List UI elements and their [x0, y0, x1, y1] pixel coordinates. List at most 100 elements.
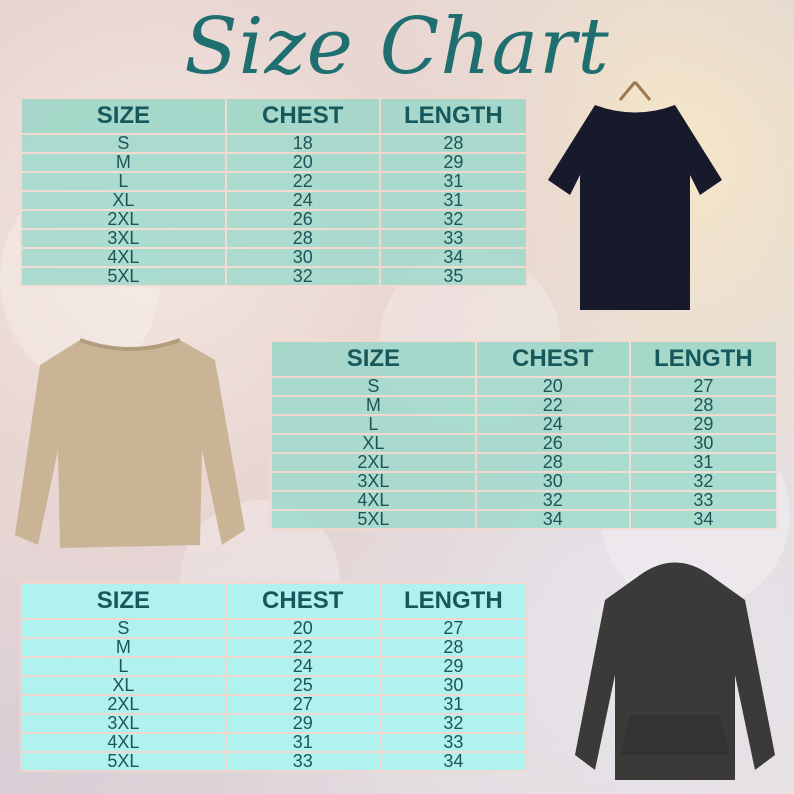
table-cell: 34	[380, 752, 526, 770]
table-row: L 22 31	[22, 172, 526, 190]
table-row: 5XL 32 35	[22, 267, 526, 285]
header-row: SIZE CHEST LENGTH	[22, 99, 526, 133]
table-cell: 29	[226, 714, 379, 732]
table-row: 2XL 26 32	[22, 210, 526, 228]
table-cell: 33	[380, 229, 526, 247]
table-cell: 5XL	[22, 752, 225, 770]
table-row: 3XL 30 32	[272, 472, 776, 490]
column-header: CHEST	[226, 99, 379, 133]
table-cell: 18	[226, 134, 379, 152]
table-row: 5XL 34 34	[272, 510, 776, 528]
table-cell: 28	[380, 134, 526, 152]
table-cell: 4XL	[272, 491, 475, 509]
table-cell: 30	[380, 676, 526, 694]
column-header: CHEST	[476, 342, 629, 376]
table-cell: L	[272, 415, 475, 433]
table-cell: S	[272, 377, 475, 395]
table-cell: 33	[380, 733, 526, 751]
table-row: M 22 28	[272, 396, 776, 414]
table-cell: 25	[226, 676, 379, 694]
table-cell: 29	[380, 153, 526, 171]
table-cell: S	[22, 134, 225, 152]
table-cell: 31	[380, 191, 526, 209]
table-row: 3XL 28 33	[22, 229, 526, 247]
table-cell: 4XL	[22, 733, 225, 751]
table-cell: 3XL	[22, 229, 225, 247]
table-cell: 29	[380, 657, 526, 675]
table-cell: 32	[226, 267, 379, 285]
table-cell: 31	[630, 453, 776, 471]
table-row: S 20 27	[272, 377, 776, 395]
table-row: L 24 29	[272, 415, 776, 433]
table-cell: XL	[22, 676, 225, 694]
table-row: 5XL 33 34	[22, 752, 526, 770]
table-cell: 20	[226, 619, 379, 637]
table-cell: 28	[380, 638, 526, 656]
column-header: SIZE	[272, 342, 475, 376]
table-cell: 30	[476, 472, 629, 490]
table-cell: 22	[226, 638, 379, 656]
table-cell: 3XL	[272, 472, 475, 490]
table-row: M 22 28	[22, 638, 526, 656]
table-cell: S	[22, 619, 225, 637]
table-cell: 30	[630, 434, 776, 452]
table-cell: 28	[476, 453, 629, 471]
table-row: S 20 27	[22, 619, 526, 637]
table-cell: 28	[226, 229, 379, 247]
table-cell: 31	[380, 695, 526, 713]
table-row: 4XL 32 33	[272, 491, 776, 509]
header-row: SIZE CHEST LENGTH	[272, 342, 776, 376]
table-cell: 33	[630, 491, 776, 509]
table-cell: 4XL	[22, 248, 225, 266]
table-cell: 26	[226, 210, 379, 228]
table-row: XL 24 31	[22, 191, 526, 209]
column-header: CHEST	[226, 584, 379, 618]
table-row: M 20 29	[22, 153, 526, 171]
table-cell: 35	[380, 267, 526, 285]
table-cell: 27	[380, 619, 526, 637]
size-table-hoodie: SIZE CHEST LENGTH S 20 27 M 22 28 L 24 29 XL 25 30 2XL 2…	[20, 582, 528, 772]
table-cell: 32	[476, 491, 629, 509]
table-cell: 2XL	[22, 695, 225, 713]
column-header: SIZE	[22, 99, 225, 133]
size-table-sweatshirt: SIZE CHEST LENGTH S 20 27 M 22 28 L 24 29 XL 26 30 2XL 2…	[270, 340, 778, 530]
sweatshirt-image	[15, 338, 245, 548]
page-title: Size Chart	[184, 2, 610, 92]
table-cell: 24	[226, 657, 379, 675]
size-table-tshirt: SIZE CHEST LENGTH S 18 28 M 20 29 L 22 31 XL 24 31 2XL 2…	[20, 97, 528, 287]
table-row: 2XL 27 31	[22, 695, 526, 713]
column-header: LENGTH	[380, 99, 526, 133]
table-cell: 31	[226, 733, 379, 751]
table-cell: 24	[226, 191, 379, 209]
table-cell: 32	[380, 210, 526, 228]
table-cell: XL	[22, 191, 225, 209]
table-cell: L	[22, 657, 225, 675]
table-row: S 18 28	[22, 134, 526, 152]
table-cell: 2XL	[22, 210, 225, 228]
tshirt-image	[548, 81, 722, 310]
table-cell: 30	[226, 248, 379, 266]
table-cell: 31	[380, 172, 526, 190]
table-cell: M	[272, 396, 475, 414]
table-cell: 33	[226, 752, 379, 770]
hoodie-image	[575, 562, 775, 780]
table-cell: 34	[630, 510, 776, 528]
table-row: 3XL 29 32	[22, 714, 526, 732]
table-cell: M	[22, 153, 225, 171]
column-header: LENGTH	[380, 584, 526, 618]
table-cell: 2XL	[272, 453, 475, 471]
table-cell: 29	[630, 415, 776, 433]
table-cell: 20	[476, 377, 629, 395]
table-cell: 5XL	[272, 510, 475, 528]
table-row: XL 26 30	[272, 434, 776, 452]
header-row: SIZE CHEST LENGTH	[22, 584, 526, 618]
table-row: 2XL 28 31	[272, 453, 776, 471]
table-cell: 34	[380, 248, 526, 266]
table-cell: 27	[226, 695, 379, 713]
column-header: LENGTH	[630, 342, 776, 376]
table-row: 4XL 31 33	[22, 733, 526, 751]
table-cell: 22	[226, 172, 379, 190]
table-cell: 32	[380, 714, 526, 732]
table-row: L 24 29	[22, 657, 526, 675]
table-cell: M	[22, 638, 225, 656]
